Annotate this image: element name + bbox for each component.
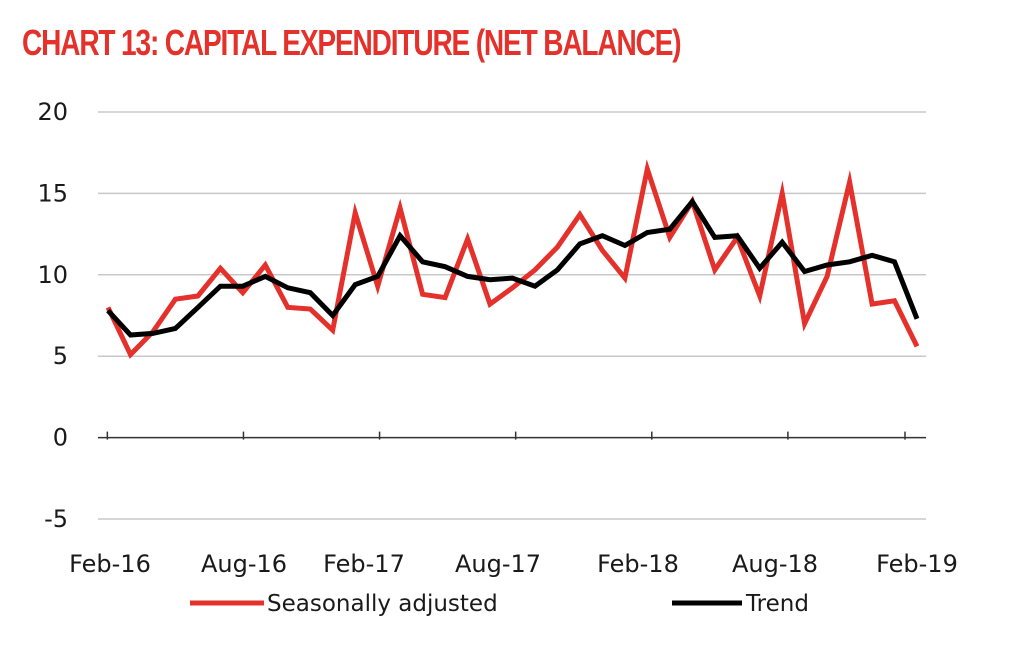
legend: Seasonally adjusted Trend [190,591,809,617]
x-axis [98,431,926,440]
x-axis-tick-labels: Feb-16 Aug-16 Feb-17 Aug-17 Feb-18 Aug-18 Feb-… [69,550,958,578]
gridlines [98,111,926,520]
y-tick-label: 5 [53,342,68,370]
x-tick-label: Feb-19 [876,550,958,578]
x-tick-label: Feb-17 [323,550,405,578]
x-tick-label: Aug-16 [201,550,287,578]
x-tick-label: Aug-18 [732,550,818,578]
y-tick-label: 15 [37,179,68,207]
legend-label-trend: Trend [745,591,809,617]
y-tick-label: -5 [44,505,68,533]
series-line-trend [106,197,920,338]
x-tick-label: Aug-17 [455,550,541,578]
y-tick-label: 20 [37,98,68,126]
x-tick-label: Feb-16 [69,550,151,578]
legend-label-seasonally-adjusted: Seasonally adjusted [267,591,498,617]
x-tick-label: Feb-18 [597,550,679,578]
y-tick-label: 0 [53,424,68,452]
series-line-seasonally-adjusted [105,159,920,359]
series-lines [105,159,920,359]
y-axis-tick-labels: -5 0 5 10 15 20 [37,98,68,533]
chart-title: CHART 13: CAPITAL EXPENDITURE (NET BALAN… [22,22,682,63]
y-tick-label: 10 [37,261,68,289]
